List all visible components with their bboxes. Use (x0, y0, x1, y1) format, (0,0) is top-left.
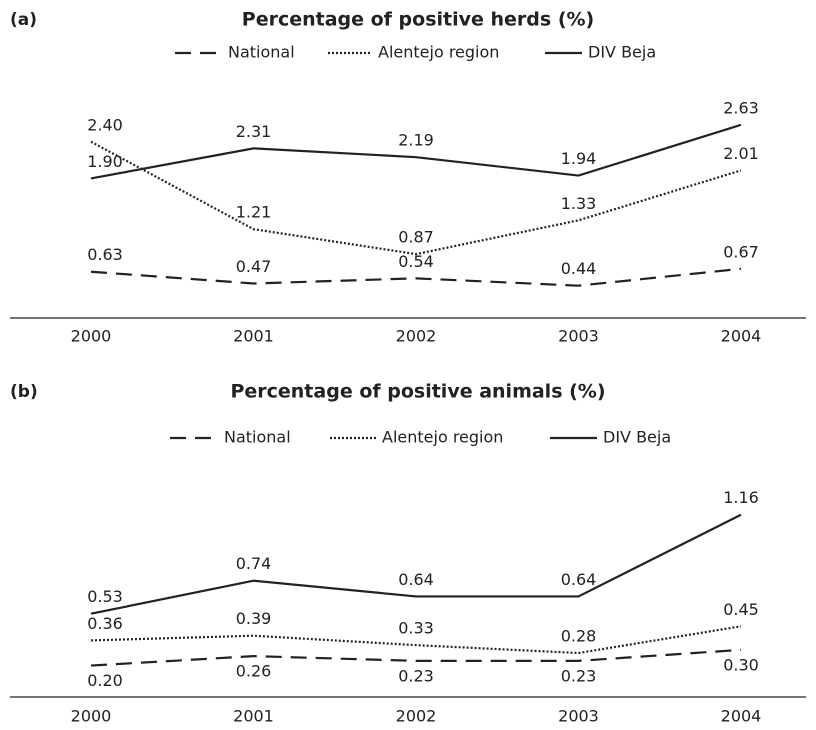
panel-label: (a) (10, 10, 37, 30)
data-label: 0.44 (561, 259, 597, 278)
legend-label: National (224, 428, 291, 447)
data-label: 1.94 (561, 149, 597, 168)
legend-label: DIV Beja (603, 428, 671, 447)
line-series (90, 513, 742, 615)
x-tick-label: 2003 (558, 327, 599, 346)
legend-label: Alentejo region (378, 43, 499, 62)
data-label: 0.47 (236, 257, 272, 276)
line-series (90, 648, 742, 667)
data-label: 0.33 (398, 619, 434, 638)
x-tick-label: 2001 (233, 327, 274, 346)
data-label: 2.63 (723, 98, 759, 117)
legend-label: DIV Beja (588, 43, 656, 62)
data-label: 0.39 (236, 609, 272, 628)
data-label: 0.63 (87, 245, 123, 264)
panel-label: (b) (10, 382, 38, 402)
data-label: 1.90 (87, 152, 123, 171)
data-label: 0.23 (561, 666, 597, 685)
data-label: 1.21 (236, 203, 272, 222)
data-label: 2.01 (723, 144, 759, 163)
line-series (90, 267, 742, 287)
x-tick-label: 2002 (396, 707, 437, 726)
data-label: 2.31 (236, 122, 272, 141)
data-label: 0.20 (87, 671, 123, 690)
data-label: 0.23 (398, 666, 434, 685)
data-label: 0.53 (87, 587, 123, 606)
data-label: 2.19 (398, 131, 434, 150)
x-tick-label: 2004 (721, 707, 762, 726)
data-label: 0.87 (398, 228, 434, 247)
data-label: 0.36 (87, 614, 123, 633)
x-tick-label: 2000 (71, 327, 112, 346)
data-label: 0.64 (561, 570, 597, 589)
x-tick-label: 2002 (396, 327, 437, 346)
chart-title: Percentage of positive animals (%) (230, 381, 605, 403)
x-tick-label: 2003 (558, 707, 599, 726)
data-label: 0.54 (398, 252, 434, 271)
line-series (90, 123, 742, 180)
data-label: 0.28 (561, 627, 597, 646)
data-label: 0.64 (398, 570, 434, 589)
data-label: 0.30 (723, 655, 759, 674)
data-label: 1.16 (723, 488, 759, 507)
line-series (90, 625, 742, 655)
data-label: 0.67 (723, 242, 759, 261)
line-series (90, 140, 742, 256)
legend-label: Alentejo region (382, 428, 503, 447)
x-tick-label: 2001 (233, 707, 274, 726)
legend-label: National (228, 43, 295, 62)
x-tick-label: 2000 (71, 707, 112, 726)
data-label: 2.40 (87, 115, 123, 134)
x-tick-label: 2004 (721, 327, 762, 346)
data-label: 0.45 (723, 600, 759, 619)
chart-title: Percentage of positive herds (%) (242, 9, 594, 31)
data-label: 0.74 (236, 554, 272, 573)
data-label: 0.26 (236, 662, 272, 681)
data-label: 1.33 (561, 194, 597, 213)
